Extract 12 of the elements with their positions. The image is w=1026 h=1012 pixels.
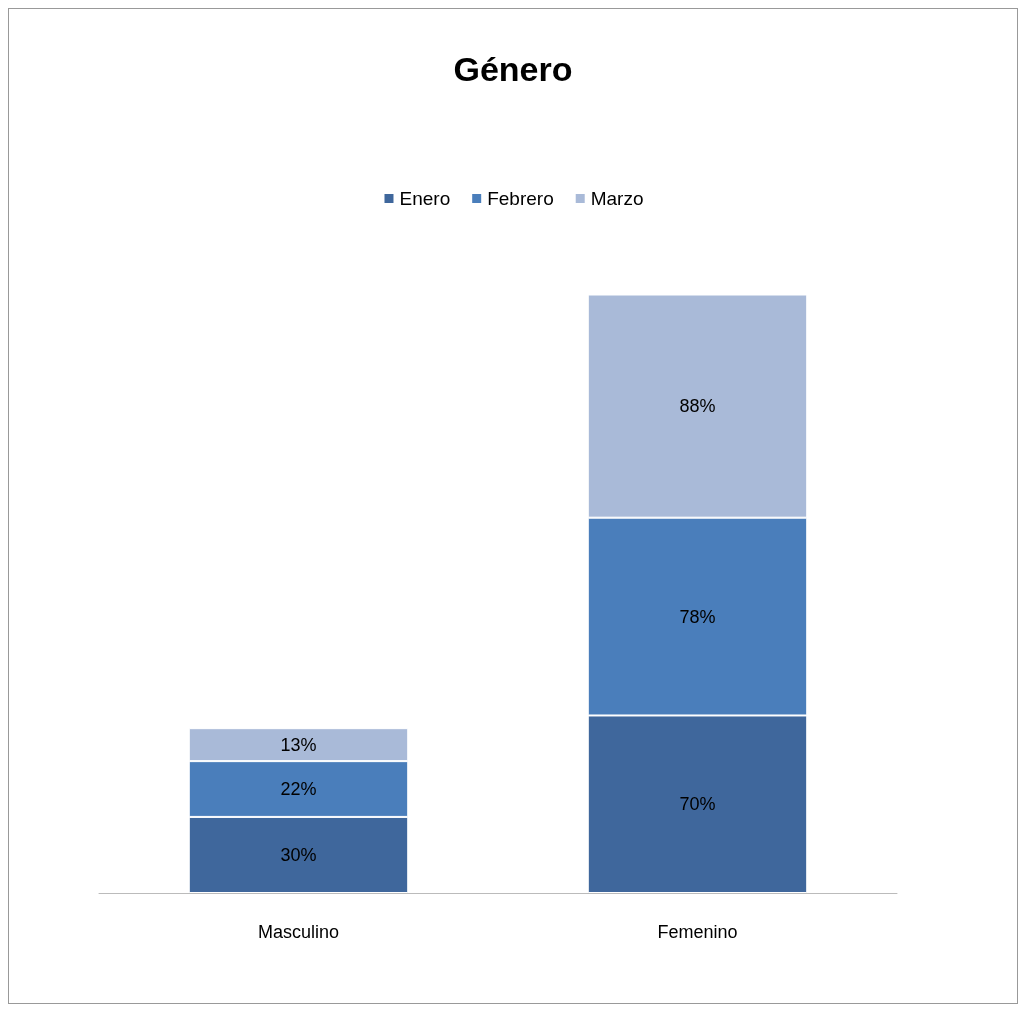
data-label: 70% <box>679 794 716 815</box>
x-tick-label: Masculino <box>257 922 340 942</box>
data-label: 30% <box>280 844 317 865</box>
data-label: 78% <box>679 606 716 627</box>
data-label: 13% <box>280 734 317 755</box>
x-tick-label: Femenino <box>657 922 738 942</box>
legend-label: Enero <box>399 188 451 209</box>
data-label: 88% <box>679 396 716 417</box>
data-label: 22% <box>280 779 317 800</box>
legend-label: Marzo <box>590 188 644 209</box>
legend-label: Febrero <box>487 188 554 209</box>
chart-title: Género <box>453 50 573 88</box>
